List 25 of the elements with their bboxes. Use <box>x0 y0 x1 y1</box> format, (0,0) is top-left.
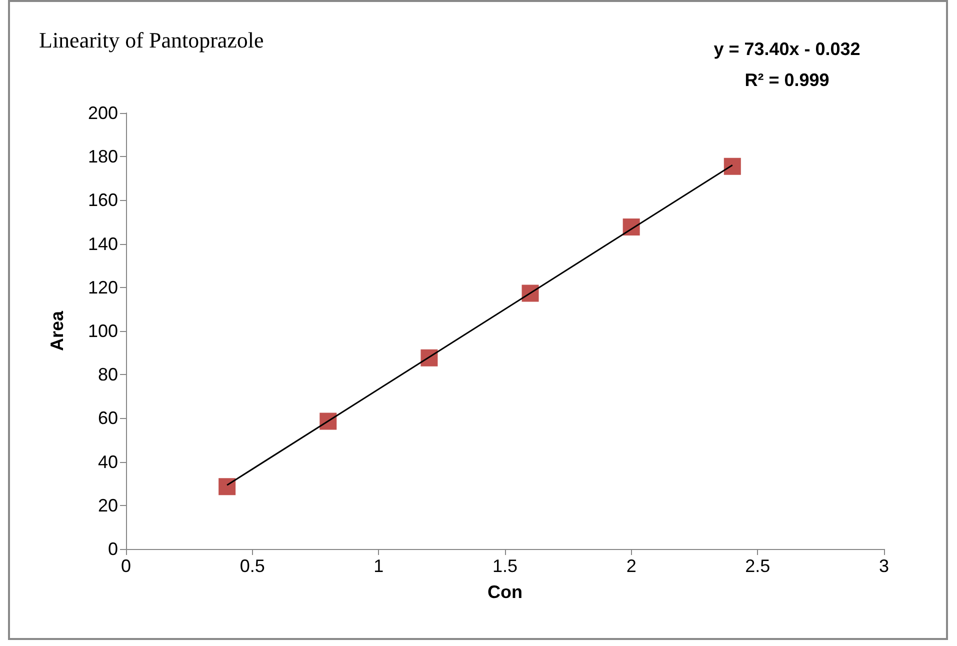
x-tick-label: 2.5 <box>745 556 770 576</box>
chart-title: Linearity of Pantoprazole <box>39 28 264 52</box>
x-tick-label: 2 <box>626 556 636 576</box>
y-tick-label: 160 <box>88 190 118 210</box>
y-tick-label: 200 <box>88 103 118 123</box>
y-tick-label: 60 <box>98 408 118 428</box>
y-tick-label: 100 <box>88 321 118 341</box>
y-axis-title: Area <box>47 310 67 352</box>
y-tick-label: 140 <box>88 234 118 254</box>
y-tick-label: 0 <box>108 539 118 559</box>
x-axis-title: Con <box>488 582 522 602</box>
y-tick-label: 80 <box>98 364 118 385</box>
x-tick-label: 0 <box>120 556 132 576</box>
point <box>724 158 741 175</box>
text: y = 73.40x - 0.032 <box>714 39 860 59</box>
x-tick-label: 3 <box>878 556 890 576</box>
point <box>218 478 236 496</box>
y-tick-label: 120 <box>88 277 118 298</box>
y-tick-label: 40 <box>98 452 118 472</box>
x-tick-label: 1 <box>374 556 384 576</box>
y-tick-label: 20 <box>98 495 118 516</box>
y-tick-label: 180 <box>88 146 118 167</box>
text: R² = 0.999 <box>744 70 830 90</box>
x-tick-label: 0.5 <box>240 556 265 576</box>
x-tick-label: 1.5 <box>492 556 518 576</box>
